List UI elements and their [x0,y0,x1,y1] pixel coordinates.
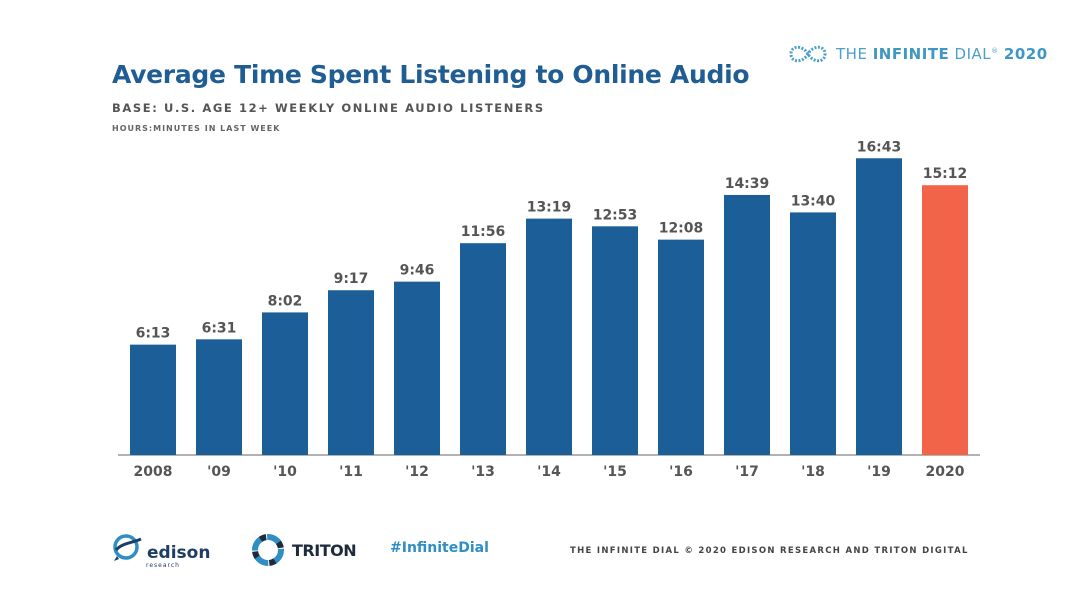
x-tick-label-2: '10 [273,464,297,480]
x-tick-label-1: '09 [207,464,231,480]
x-tick-label-11: '19 [867,464,891,480]
edison-wordmark: edison [147,543,211,563]
triton-ring-icon [252,534,284,566]
x-tick-label-12: 2020 [926,464,965,480]
bar-10 [790,212,836,455]
x-tick-label-4: '12 [405,464,429,480]
data-label-0: 6:13 [136,326,171,342]
data-label-10: 13:40 [791,193,836,209]
bar-5 [460,243,506,455]
bar-6 [526,218,572,455]
bar-7 [592,226,638,455]
bar-8 [658,239,704,455]
x-tick-label-3: '11 [339,464,363,480]
data-label-9: 14:39 [725,176,770,192]
bar-1 [196,339,242,455]
footer: edison research TRITON #InfiniteDial THE… [0,520,1080,580]
x-tick-label-9: '17 [735,464,759,480]
brand-text: THE INFINITE DIAL® 2020 [836,45,1048,63]
infinite-dial-brand: THE INFINITE DIAL® 2020 [788,42,1048,66]
x-tick-label-6: '14 [537,464,561,480]
bar-3 [328,290,374,455]
bar-0 [130,344,176,455]
data-label-11: 16:43 [857,139,902,155]
data-label-5: 11:56 [461,224,506,240]
bar-9 [724,194,770,455]
copyright-text: THE INFINITE DIAL © 2020 EDISON RESEARCH… [570,546,969,556]
data-label-1: 6:31 [202,320,237,336]
edison-logo: edison research [110,532,211,569]
unit-note: HOURS:MINUTES IN LAST WEEK [112,124,281,133]
triton-logo: TRITON [250,532,357,568]
x-tick-label-7: '15 [603,464,627,480]
x-tick-label-0: 2008 [134,464,173,480]
infinity-logo-icon [789,45,827,63]
data-label-7: 12:53 [593,207,638,223]
data-label-6: 13:19 [527,200,572,216]
triton-wordmark: TRITON [292,540,357,560]
chart-title: Average Time Spent Listening to Online A… [112,60,750,89]
data-label-2: 8:02 [268,293,303,309]
bar-12 [922,185,968,455]
chart-subtitle: BASE: U.S. AGE 12+ WEEKLY ONLINE AUDIO L… [112,101,545,115]
x-tick-label-10: '18 [801,464,825,480]
data-label-4: 9:46 [400,263,435,279]
data-label-12: 15:12 [923,166,968,182]
hashtag-link[interactable]: #InfiniteDial [390,540,489,556]
x-tick-label-5: '13 [471,464,495,480]
bar-2 [262,312,308,455]
data-label-8: 12:08 [659,221,704,237]
edison-subtext: research [146,562,180,569]
edison-swoosh-icon [113,534,142,561]
x-tick-label-8: '16 [669,464,693,480]
data-label-3: 9:17 [334,271,369,287]
bar-4 [394,281,440,455]
bar-11 [856,158,902,455]
